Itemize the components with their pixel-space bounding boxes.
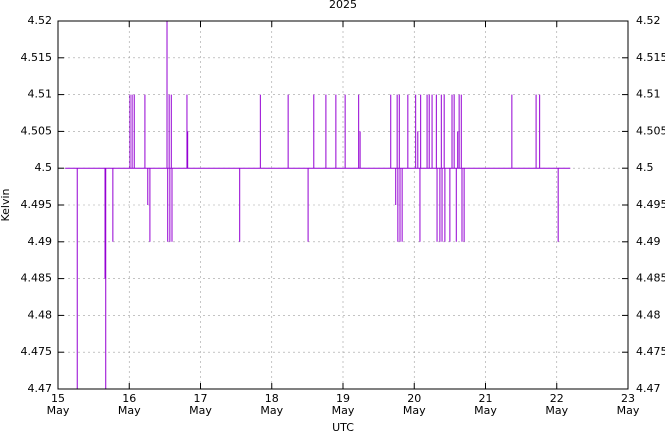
x-tick-month: May xyxy=(260,404,283,417)
x-tick-label: 22 xyxy=(550,392,564,405)
x-tick-month: May xyxy=(189,404,212,417)
y-tick-label: 4.47 xyxy=(28,382,53,395)
y2-tick-label: 4.505 xyxy=(636,124,665,137)
y-tick-label: 4.495 xyxy=(21,198,53,211)
y-tick-label: 4.49 xyxy=(28,235,53,248)
x-tick-label: 16 xyxy=(122,392,136,405)
plot-border xyxy=(57,20,629,390)
y2-tick-label: 4.475 xyxy=(636,345,665,358)
y2-tick-label: 4.52 xyxy=(636,14,661,27)
y-axis-label: Kelvin xyxy=(0,188,12,221)
data-line xyxy=(65,21,571,389)
x-tick-month: May xyxy=(474,404,497,417)
y2-tick-label: 4.515 xyxy=(636,51,665,64)
y2-tick-label: 4.5 xyxy=(636,161,654,174)
x-tick-label: 19 xyxy=(336,392,350,405)
y-tick-label: 4.51 xyxy=(28,88,53,101)
y2-tick-label: 4.495 xyxy=(636,198,665,211)
y2-tick-label: 4.47 xyxy=(636,382,661,395)
y-tick-label: 4.515 xyxy=(21,51,53,64)
x-tick-label: 15 xyxy=(51,392,65,405)
x-tick-month: May xyxy=(118,404,141,417)
y2-tick-label: 4.485 xyxy=(636,272,665,285)
x-tick-month: May xyxy=(47,404,70,417)
x-tick-label: 18 xyxy=(265,392,279,405)
x-tick-month: May xyxy=(332,404,355,417)
x-tick-month: May xyxy=(403,404,426,417)
x-tick-label: 20 xyxy=(407,392,421,405)
y-tick-label: 4.5 xyxy=(35,161,53,174)
chart-title: 2025 xyxy=(329,0,357,11)
y-tick-label: 4.505 xyxy=(21,124,53,137)
y2-tick-label: 4.49 xyxy=(636,235,661,248)
y-tick-label: 4.475 xyxy=(21,345,53,358)
x-tick-month: May xyxy=(617,404,640,417)
y-tick-label: 4.48 xyxy=(28,308,53,321)
y-tick-label: 4.485 xyxy=(21,272,53,285)
x-tick-month: May xyxy=(545,404,568,417)
y-tick-label: 4.52 xyxy=(28,14,53,27)
x-tick-label: 17 xyxy=(194,392,208,405)
x-tick-label: 23 xyxy=(621,392,635,405)
x-axis-label: UTC xyxy=(332,421,354,432)
y2-tick-label: 4.48 xyxy=(636,308,661,321)
x-tick-label: 21 xyxy=(479,392,493,405)
y2-tick-label: 4.51 xyxy=(636,88,661,101)
